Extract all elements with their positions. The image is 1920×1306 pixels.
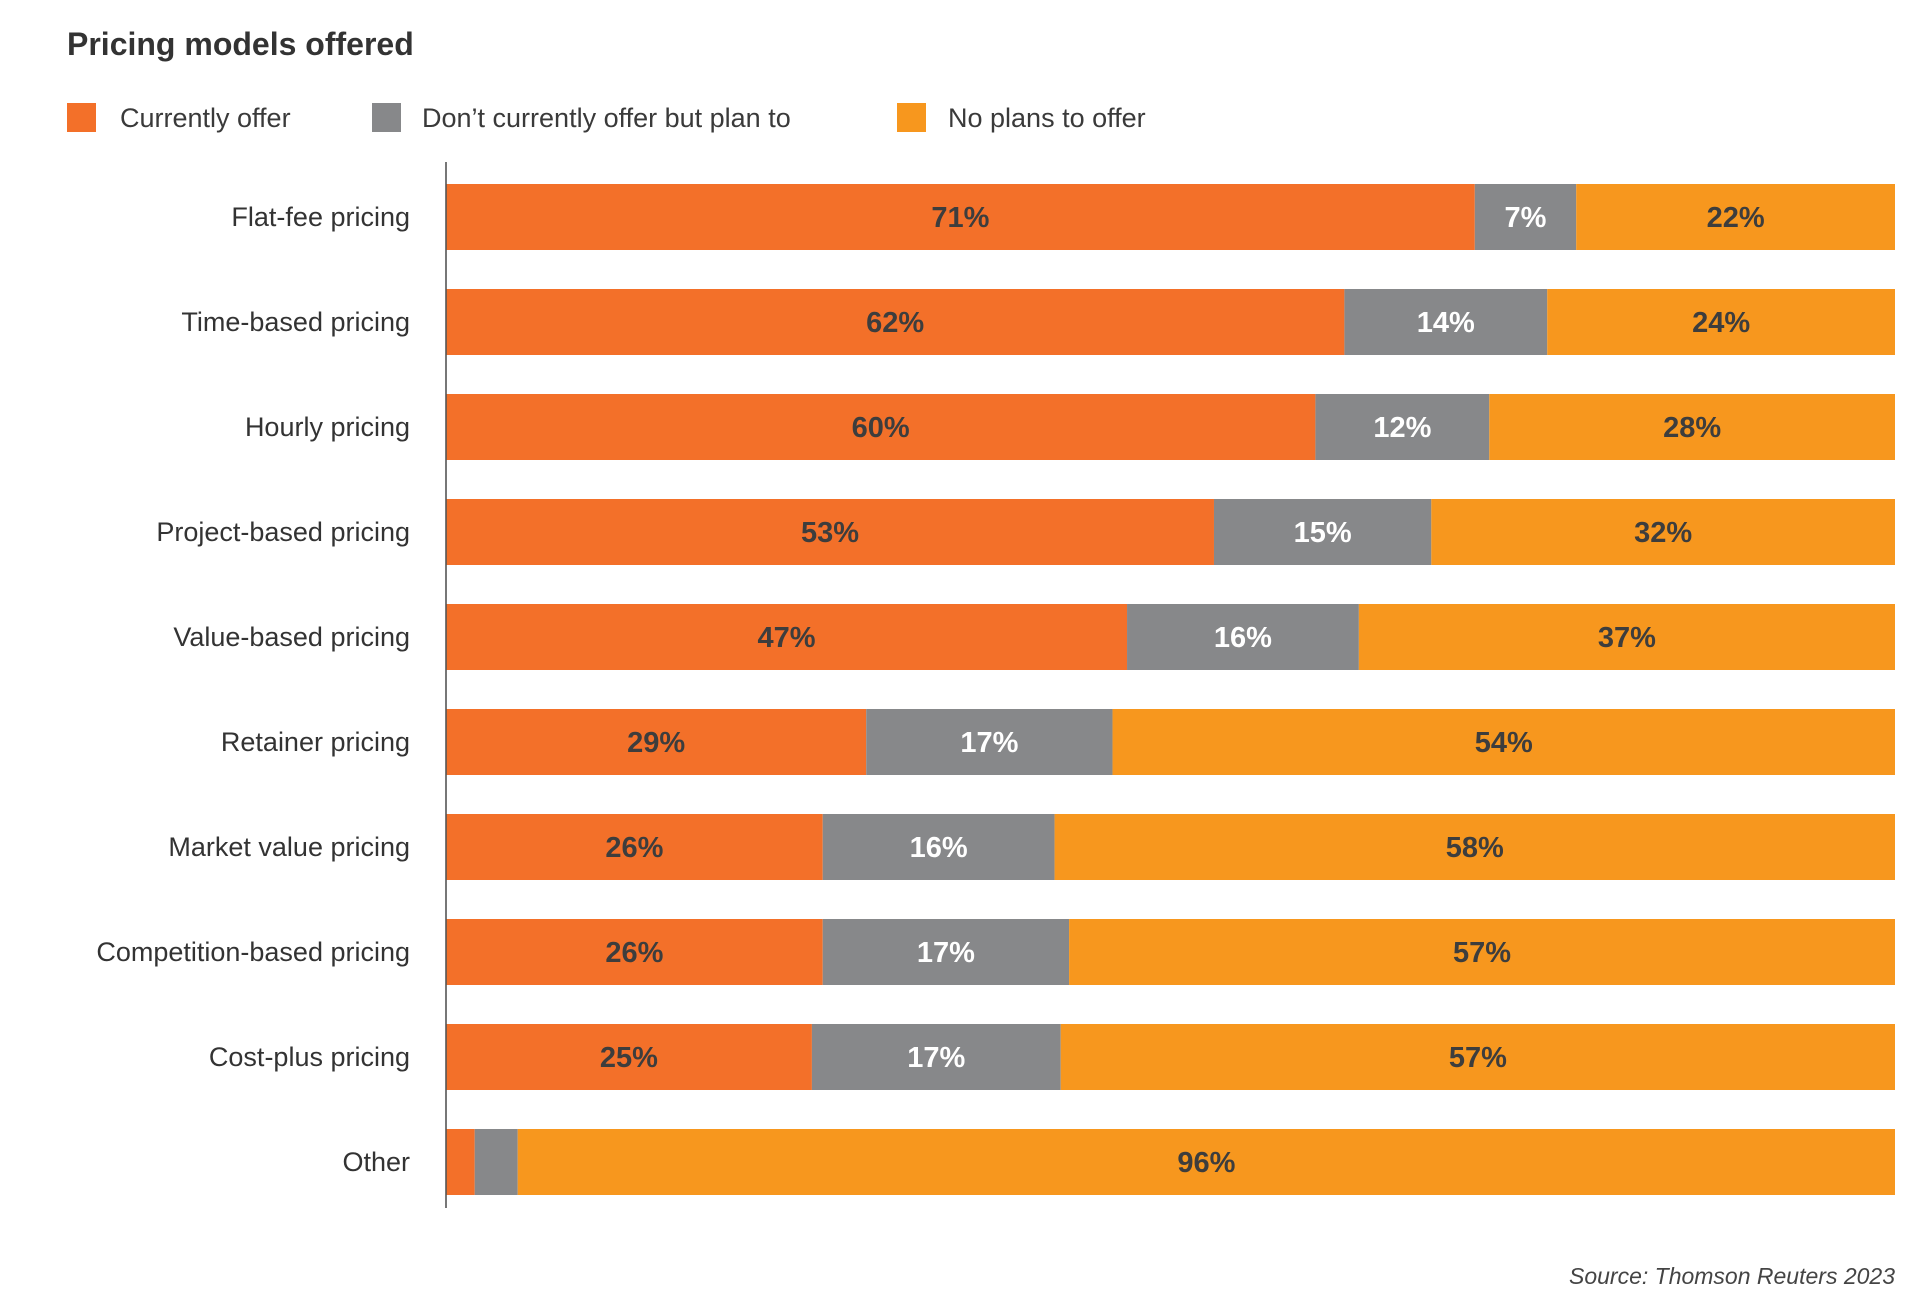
category-label-competition-based-pricing: Competition-based pricing xyxy=(96,937,410,967)
data-label-currently-offer-project-based-pricing: 53% xyxy=(801,517,859,549)
bar-don-t-currently-offer-but-plan-to-retainer-pricing xyxy=(866,709,1113,775)
data-label-currently-offer-cost-plus-pricing: 25% xyxy=(600,1042,658,1074)
bar-currently-offer-time-based-pricing xyxy=(446,289,1345,355)
bar-no-plans-to-offer-value-based-pricing xyxy=(1358,604,1895,670)
data-label-don-t-currently-offer-but-plan-to-project-based-pricing: 15% xyxy=(1294,517,1352,549)
chart-title: Pricing models offered xyxy=(67,26,414,62)
data-label-don-t-currently-offer-but-plan-to-hourly-pricing: 12% xyxy=(1373,412,1431,444)
bar-don-t-currently-offer-but-plan-to-competition-based-pricing xyxy=(822,919,1070,985)
data-label-no-plans-to-offer-retainer-pricing: 54% xyxy=(1475,727,1533,759)
legend-swatch-no-plans xyxy=(897,103,926,132)
data-label-no-plans-to-offer-flat-fee-pricing: 22% xyxy=(1707,202,1765,234)
bar-don-t-currently-offer-but-plan-to-hourly-pricing xyxy=(1315,394,1490,460)
bar-no-plans-to-offer-market-value-pricing xyxy=(1054,814,1895,880)
bar-currently-offer-flat-fee-pricing xyxy=(446,184,1475,250)
legend-label-no-plans: No plans to offer xyxy=(948,103,1146,133)
bar-don-t-currently-offer-but-plan-to-other xyxy=(474,1129,518,1195)
category-label-time-based-pricing: Time-based pricing xyxy=(181,307,410,337)
bar-don-t-currently-offer-but-plan-to-value-based-pricing xyxy=(1127,604,1359,670)
data-label-don-t-currently-offer-but-plan-to-competition-based-pricing: 17% xyxy=(917,937,975,969)
plot-area: Flat-fee pricing 71% 7% 22% Time-based prici… xyxy=(96,184,1895,1195)
data-label-currently-offer-market-value-pricing: 26% xyxy=(605,832,663,864)
data-label-no-plans-to-offer-hourly-pricing: 28% xyxy=(1663,412,1721,444)
bar-don-t-currently-offer-but-plan-to-flat-fee-pricing xyxy=(1474,184,1577,250)
data-label-currently-offer-value-based-pricing: 47% xyxy=(757,622,815,654)
data-label-no-plans-to-offer-project-based-pricing: 32% xyxy=(1634,517,1692,549)
bar-currently-offer-market-value-pricing xyxy=(446,814,823,880)
bar-no-plans-to-offer-cost-plus-pricing xyxy=(1060,1024,1895,1090)
data-label-currently-offer-competition-based-pricing: 26% xyxy=(605,937,663,969)
legend: Currently offer Don’t currently offer bu… xyxy=(67,103,1146,133)
bar-currently-offer-value-based-pricing xyxy=(446,604,1128,670)
category-label-other: Other xyxy=(342,1147,410,1177)
data-label-don-t-currently-offer-but-plan-to-retainer-pricing: 17% xyxy=(960,727,1018,759)
data-label-currently-offer-hourly-pricing: 60% xyxy=(852,412,910,444)
bar-currently-offer-cost-plus-pricing xyxy=(446,1024,812,1090)
legend-label-currently-offer: Currently offer xyxy=(120,103,291,133)
data-label-don-t-currently-offer-but-plan-to-flat-fee-pricing: 7% xyxy=(1505,202,1547,234)
bar-currently-offer-project-based-pricing xyxy=(446,499,1214,565)
bar-no-plans-to-offer-competition-based-pricing xyxy=(1069,919,1895,985)
data-label-no-plans-to-offer-market-value-pricing: 58% xyxy=(1446,832,1504,864)
bar-no-plans-to-offer-hourly-pricing xyxy=(1489,394,1895,460)
bar-no-plans-to-offer-retainer-pricing xyxy=(1112,709,1895,775)
bar-no-plans-to-offer-project-based-pricing xyxy=(1431,499,1895,565)
legend-label-plan-to-offer: Don’t currently offer but plan to xyxy=(422,103,791,133)
legend-swatch-currently-offer xyxy=(67,103,96,132)
bar-no-plans-to-offer-other xyxy=(517,1129,1895,1195)
bar-no-plans-to-offer-time-based-pricing xyxy=(1547,289,1895,355)
category-label-retainer-pricing: Retainer pricing xyxy=(221,727,410,757)
data-label-no-plans-to-offer-other: 96% xyxy=(1177,1147,1235,1179)
data-label-currently-offer-time-based-pricing: 62% xyxy=(866,307,924,339)
data-label-no-plans-to-offer-value-based-pricing: 37% xyxy=(1598,622,1656,654)
category-label-project-based-pricing: Project-based pricing xyxy=(156,517,410,547)
bar-currently-offer-hourly-pricing xyxy=(446,394,1316,460)
source-note: Source: Thomson Reuters 2023 xyxy=(1569,1263,1895,1289)
data-label-don-t-currently-offer-but-plan-to-value-based-pricing: 16% xyxy=(1214,622,1272,654)
bar-no-plans-to-offer-flat-fee-pricing xyxy=(1576,184,1895,250)
bar-currently-offer-competition-based-pricing xyxy=(446,919,823,985)
legend-swatch-plan-to-offer xyxy=(372,103,401,132)
category-label-market-value-pricing: Market value pricing xyxy=(168,832,410,862)
bar-don-t-currently-offer-but-plan-to-time-based-pricing xyxy=(1344,289,1548,355)
data-label-no-plans-to-offer-competition-based-pricing: 57% xyxy=(1453,937,1511,969)
bar-currently-offer-retainer-pricing xyxy=(446,709,867,775)
bar-don-t-currently-offer-but-plan-to-project-based-pricing xyxy=(1213,499,1432,565)
data-label-don-t-currently-offer-but-plan-to-cost-plus-pricing: 17% xyxy=(907,1042,965,1074)
category-label-hourly-pricing: Hourly pricing xyxy=(245,412,410,442)
data-label-don-t-currently-offer-but-plan-to-time-based-pricing: 14% xyxy=(1417,307,1475,339)
bar-currently-offer-other xyxy=(446,1129,475,1195)
category-label-value-based-pricing: Value-based pricing xyxy=(173,622,410,652)
data-label-no-plans-to-offer-time-based-pricing: 24% xyxy=(1692,307,1750,339)
data-label-currently-offer-retainer-pricing: 29% xyxy=(627,727,685,759)
category-label-flat-fee-pricing: Flat-fee pricing xyxy=(231,202,410,232)
bar-don-t-currently-offer-but-plan-to-market-value-pricing xyxy=(822,814,1055,880)
bar-don-t-currently-offer-but-plan-to-cost-plus-pricing xyxy=(811,1024,1061,1090)
data-label-no-plans-to-offer-cost-plus-pricing: 57% xyxy=(1449,1042,1507,1074)
category-label-cost-plus-pricing: Cost-plus pricing xyxy=(209,1042,410,1072)
data-label-don-t-currently-offer-but-plan-to-market-value-pricing: 16% xyxy=(910,832,968,864)
data-label-currently-offer-flat-fee-pricing: 71% xyxy=(931,202,989,234)
